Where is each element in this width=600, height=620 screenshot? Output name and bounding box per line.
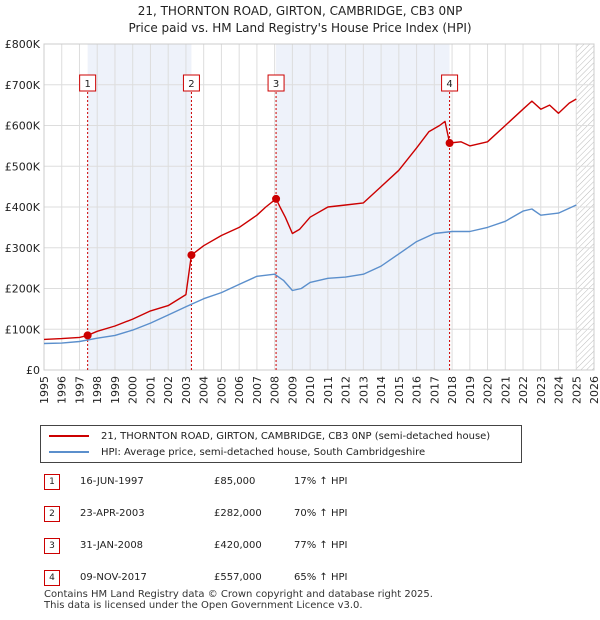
- legend-swatch-property: [49, 435, 89, 437]
- sale-marker-box: [79, 74, 97, 92]
- x-tick-label: 2019: [464, 376, 477, 404]
- hpi-line: [43, 204, 577, 345]
- sale-hpi-diff: 65% ↑ HPI: [294, 572, 348, 583]
- x-tick-label: 2026: [588, 376, 600, 404]
- y-tick-label: £800K: [5, 38, 41, 51]
- x-tick-label: 2009: [286, 376, 299, 404]
- sale-point: [187, 251, 196, 260]
- sale-point: [83, 331, 92, 340]
- x-tick-label: 2007: [251, 376, 264, 404]
- sale-price: £282,000: [214, 508, 262, 519]
- legend-item-hpi: HPI: Average price, semi-detached house,…: [49, 444, 425, 460]
- sale-number: 1: [44, 474, 60, 490]
- sale-marker-label: 3: [273, 79, 279, 90]
- x-tick-label: 2000: [127, 376, 140, 404]
- y-tick-label: £100K: [5, 323, 41, 336]
- sale-number: 4: [44, 570, 60, 586]
- x-tick-label: 2004: [198, 376, 211, 404]
- x-tick-label: 2013: [357, 376, 370, 404]
- x-tick-label: 2001: [144, 376, 157, 404]
- sale-marker-label: 4: [446, 79, 452, 90]
- sale-marker-box: [182, 74, 200, 92]
- sale-hpi-diff: 77% ↑ HPI: [294, 540, 348, 551]
- x-tick-label: 2024: [553, 376, 566, 404]
- legend-item-property: 21, THORNTON ROAD, GIRTON, CAMBRIDGE, CB…: [49, 428, 490, 444]
- x-tick-label: 2003: [180, 376, 193, 404]
- x-tick-label: 2014: [375, 376, 388, 404]
- x-tick-label: 2011: [322, 376, 335, 404]
- x-tick-label: 1995: [38, 376, 51, 404]
- sale-row: 3 31-JAN-2008 £420,000 77% ↑ HPI: [44, 538, 444, 556]
- sale-hpi-diff: 17% ↑ HPI: [294, 476, 348, 487]
- sale-row: 1 16-JUN-1997 £85,000 17% ↑ HPI: [44, 474, 444, 492]
- x-tick-label: 2020: [482, 376, 495, 404]
- sale-price: £420,000: [214, 540, 262, 551]
- legend-label-property: 21, THORNTON ROAD, GIRTON, CAMBRIDGE, CB…: [101, 430, 491, 442]
- x-tick-label: 2021: [499, 376, 512, 404]
- chart-title: 21, THORNTON ROAD, GIRTON, CAMBRIDGE, CB…: [137, 4, 463, 18]
- x-tick-label: 2018: [446, 376, 459, 404]
- sale-hpi-diff: 70% ↑ HPI: [294, 508, 348, 519]
- x-tick-label: 2017: [428, 376, 441, 404]
- footer-licence: This data is licensed under the Open Gov…: [44, 600, 363, 611]
- price-chart: £0 £100K £200K £300K £400K £500K £600K £700K £80…: [5, 38, 600, 404]
- x-tick-label: 2008: [269, 376, 282, 404]
- sale-marker-label: 1: [84, 79, 90, 90]
- legend-swatch-hpi: [49, 451, 89, 453]
- sale-point: [272, 194, 281, 203]
- x-tick-label: 2015: [393, 376, 406, 404]
- sale-marker-box: [267, 74, 285, 92]
- sale-marker-box: [441, 74, 459, 92]
- y-tick-label: £700K: [5, 79, 41, 92]
- x-tick-label: 1996: [56, 376, 69, 404]
- x-tick-label: 2012: [340, 376, 353, 404]
- y-tick-label: £200K: [5, 283, 41, 296]
- sale-price: £557,000: [214, 572, 262, 583]
- x-tick-label: 2022: [517, 376, 530, 404]
- y-tick-label: £600K: [5, 120, 41, 133]
- x-tick-label: 2010: [304, 376, 317, 404]
- sale-point: [445, 139, 454, 148]
- sale-date: 31-JAN-2008: [80, 540, 144, 551]
- plot-area-border: [43, 43, 595, 371]
- sale-row: 4 09-NOV-2017 £557,000 65% ↑ HPI: [44, 570, 444, 588]
- x-tick-label: 2025: [570, 376, 583, 404]
- legend-label-hpi: HPI: Average price, semi-detached house,…: [101, 446, 426, 458]
- y-tick-label: £300K: [5, 242, 41, 255]
- x-tick-label: 1997: [73, 376, 86, 404]
- footer: Contains HM Land Registry data © Crown c…: [44, 589, 433, 611]
- x-tick-label: 2002: [162, 376, 175, 404]
- sale-date: 09-NOV-2017: [80, 572, 147, 583]
- y-tick-label: £400K: [5, 201, 41, 214]
- footer-copyright: Contains HM Land Registry data © Crown c…: [44, 589, 433, 600]
- y-tick-label: £0: [26, 364, 40, 377]
- y-tick-label: £500K: [5, 160, 41, 173]
- x-tick-label: 1998: [91, 376, 104, 404]
- x-tick-label: 2006: [233, 376, 246, 404]
- legend: 21, THORNTON ROAD, GIRTON, CAMBRIDGE, CB…: [40, 425, 522, 463]
- sale-price: £85,000: [214, 476, 256, 487]
- x-tick-label: 2016: [411, 376, 424, 404]
- chart-subtitle: Price paid vs. HM Land Registry's House …: [128, 21, 472, 35]
- sale-date: 23-APR-2003: [80, 508, 145, 519]
- sale-marker-label: 2: [188, 79, 194, 90]
- sale-row: 2 23-APR-2003 £282,000 70% ↑ HPI: [44, 506, 444, 524]
- x-tick-label: 2023: [535, 376, 548, 404]
- sale-number: 2: [44, 506, 60, 522]
- sale-number: 3: [44, 538, 60, 554]
- x-tick-label: 2005: [215, 376, 228, 404]
- sale-date: 16-JUN-1997: [80, 476, 144, 487]
- property-price-line: [43, 98, 577, 341]
- x-tick-label: 1999: [109, 376, 122, 404]
